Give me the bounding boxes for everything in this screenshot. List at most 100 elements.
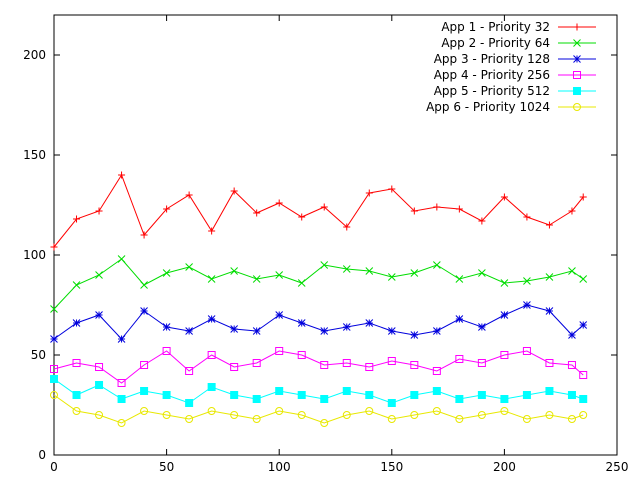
data-point [320,261,329,269]
plot-frame [53,14,618,456]
data-point [185,191,193,199]
data-point [455,315,464,323]
data-point [72,391,81,399]
data-point [140,281,148,289]
data-point [50,365,58,373]
y-tick-label: 50 [31,348,46,362]
data-point [433,203,441,211]
data-point [253,209,261,217]
data-point [579,395,588,403]
data-point [230,267,239,275]
data-point [500,193,508,201]
data-point [50,243,58,251]
data-point [140,407,149,415]
data-point [230,363,239,371]
data-point [545,221,553,229]
data-point [388,185,396,193]
data-point [342,411,351,419]
data-point [185,367,194,375]
data-point [500,407,509,415]
data-point [118,171,126,179]
data-point [275,199,283,207]
data-point [140,231,148,239]
data-point [545,411,554,419]
data-point [298,213,306,221]
data-point [208,227,216,235]
data-point [545,307,554,315]
x-tick-label: 50 [159,460,174,474]
y-axis: 0 50 100 150 200 [23,48,617,462]
series-6 [50,391,588,427]
data-point [297,279,306,287]
data-point [297,411,306,419]
data-point [455,275,464,283]
data-point [387,399,396,407]
data-point [365,189,373,197]
data-point [432,261,441,269]
data-point [95,363,104,371]
data-point [50,375,58,383]
data-point [117,335,126,343]
data-point [477,359,486,367]
legend-swatch-marker [573,87,581,95]
data-point [579,275,588,283]
data-point [410,361,419,369]
data-point [579,411,588,419]
data-point [477,411,486,419]
legend-item: App 5 - Priority 512 [434,84,596,98]
x-tick-label: 250 [606,460,629,474]
data-point [477,391,486,399]
data-point [95,207,103,215]
data-point [320,361,329,369]
data-point [455,395,464,403]
data-point [50,305,58,313]
data-point [275,407,284,415]
legend-label: App 1 - Priority 32 [441,20,550,34]
data-point [72,359,81,367]
data-point [72,407,81,415]
data-point [410,391,419,399]
x-tick-label: 100 [268,460,291,474]
data-point [410,269,419,277]
legend-label: App 4 - Priority 256 [434,68,550,82]
y-tick-label: 200 [23,48,46,62]
x-tick-label: 150 [380,460,403,474]
data-point [432,407,441,415]
data-point [568,207,576,215]
data-point [207,407,216,415]
data-point [230,325,239,333]
data-point [500,395,509,403]
data-point [387,357,396,365]
x-tick-label: 200 [493,460,516,474]
series-4 [50,347,588,387]
data-point [230,187,238,195]
data-point [162,269,171,277]
data-point [95,271,103,279]
legend-label: App 5 - Priority 512 [434,84,550,98]
data-point [275,311,284,319]
series-line [53,304,584,340]
data-point [522,391,531,399]
data-point [567,391,576,399]
legend-swatch-marker [573,71,581,79]
legend: App 1 - Priority 32 App 2 - Priority 64 Ap… [426,20,596,114]
legend-label: App 2 - Priority 64 [441,36,550,50]
data-point [432,387,441,395]
data-point [252,275,261,283]
data-point [410,411,419,419]
data-point [410,331,419,339]
x-tick-label: 0 [50,460,58,474]
series-line [53,173,584,248]
data-point [455,415,464,423]
data-point [320,395,329,403]
data-point [387,273,396,281]
data-point [275,347,284,355]
series-2 [50,255,588,313]
data-point [297,391,306,399]
data-point [365,267,374,275]
data-point [297,319,306,327]
legend-swatch-marker [573,39,581,47]
data-point [320,203,328,211]
data-point [568,331,576,339]
